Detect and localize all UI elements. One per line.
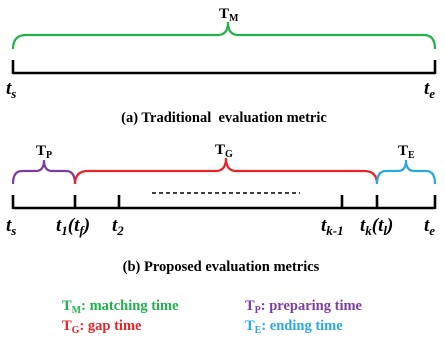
legend-tm: TM: matching time: [62, 298, 179, 316]
brace-ending: [375, 159, 437, 185]
label-tg: TG: [215, 142, 233, 160]
caption-b: (b) Proposed evaluation metrics: [123, 259, 320, 275]
brace-preparing: [11, 159, 77, 185]
label-tm: TM: [219, 6, 239, 24]
caption-a: (a) Traditional evaluation metric: [121, 110, 327, 126]
brace-gap: [73, 157, 379, 185]
label-tk1: tk-1: [321, 215, 344, 238]
label-tp: TP: [36, 143, 52, 161]
label-ts-a: ts: [6, 78, 16, 101]
brace-matching: [11, 21, 437, 50]
label-te-b: te: [424, 215, 435, 238]
label-te-a: te: [424, 78, 435, 101]
label-ts-b: ts: [6, 215, 16, 238]
label-t1: t1(tf): [56, 215, 90, 238]
label-t2: t2: [112, 215, 124, 238]
label-tk: tk(tl): [360, 215, 393, 238]
legend-tg: TG: gap time: [62, 318, 142, 336]
label-te-brace: TE: [398, 143, 415, 161]
legend-te: TE: ending time: [245, 318, 343, 336]
legend-tp: TP: preparing time: [245, 298, 363, 316]
